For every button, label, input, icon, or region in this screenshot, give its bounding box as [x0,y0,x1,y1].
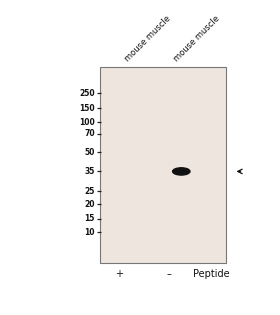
Text: 20: 20 [84,200,95,209]
Text: Peptide: Peptide [193,269,230,279]
Text: +: + [115,269,123,279]
Text: mouse muscle: mouse muscle [123,14,172,63]
Text: 250: 250 [79,89,95,98]
Text: mouse muscle: mouse muscle [172,14,221,63]
Text: 35: 35 [84,167,95,176]
Text: 25: 25 [84,186,95,196]
Text: 50: 50 [84,148,95,157]
Text: 150: 150 [79,104,95,113]
Text: 15: 15 [84,214,95,223]
Text: –: – [166,269,171,279]
Bar [100,67,226,263]
Ellipse shape [172,168,190,175]
Text: 10: 10 [84,228,95,237]
Text: 100: 100 [79,118,95,127]
Text: 70: 70 [84,129,95,138]
